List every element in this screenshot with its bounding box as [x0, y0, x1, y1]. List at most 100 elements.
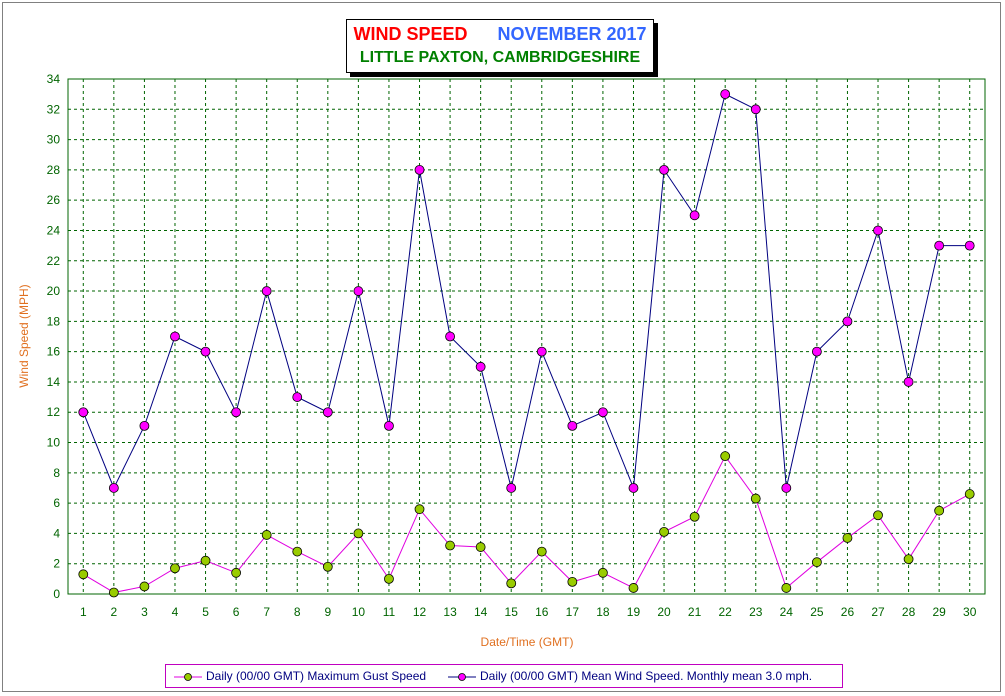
series-1-point [414, 164, 425, 175]
x-tick-label: 5 [202, 605, 209, 619]
series-2-point [414, 504, 425, 515]
x-tick-label: 8 [294, 605, 301, 619]
series-2-point [231, 567, 242, 578]
x-tick-label: 27 [871, 605, 885, 619]
series-1-point [475, 361, 486, 372]
series-1-point [689, 210, 700, 221]
series-1-point [720, 89, 731, 100]
x-tick-label: 7 [263, 605, 270, 619]
x-tick-label: 4 [172, 605, 179, 619]
y-tick-label: 18 [47, 314, 61, 328]
series-layer [78, 89, 975, 598]
series-2-point [475, 542, 486, 552]
series-2-point [108, 587, 119, 598]
series-2-point [445, 540, 455, 551]
x-tick-label: 10 [352, 605, 366, 619]
series-1-point [842, 316, 853, 327]
chart-title-box: WIND SPEED NOVEMBER 2017 LITTLE PAXTON, C… [346, 19, 654, 73]
series-2-point [934, 505, 945, 516]
series-1-point [200, 346, 211, 357]
y-tick-label: 22 [47, 254, 61, 268]
x-tick-label: 28 [902, 605, 916, 619]
series-2-point [384, 573, 394, 584]
series-line-2 [83, 455, 970, 594]
series-1-point [384, 420, 394, 431]
y-tick-label: 24 [47, 223, 61, 237]
grid-layer [67, 78, 986, 595]
x-tick-label: 26 [841, 605, 855, 619]
y-tick-label: 32 [47, 102, 61, 116]
x-tick-label: 22 [719, 605, 733, 619]
series-1-point [261, 286, 272, 296]
series-1-point [78, 407, 89, 418]
y-tick-label: 26 [47, 193, 61, 207]
series-1-point [873, 225, 883, 236]
legend-item-mean: Daily (00/00 GMT) Mean Wind Speed. Month… [448, 669, 812, 683]
y-tick-label: 34 [47, 72, 61, 86]
y-tick-label: 20 [47, 284, 61, 298]
series-2-point [200, 555, 211, 566]
series-1-point [659, 164, 669, 175]
x-tick-label: 9 [324, 605, 331, 619]
series-1-point [628, 483, 639, 493]
x-tick-label: 24 [780, 605, 794, 619]
x-tick-label: 11 [383, 605, 396, 619]
series-2-point [322, 561, 333, 572]
y-axis-label: Wind Speed (MPH) [17, 284, 31, 387]
series-2-point [261, 530, 272, 540]
x-tick-label: 16 [535, 605, 549, 619]
legend-mean-marker [448, 672, 476, 681]
series-1-point [292, 392, 303, 402]
series-1-point [170, 331, 180, 342]
series-2-point [292, 546, 303, 557]
x-tick-label: 23 [749, 605, 763, 619]
series-2-point [964, 489, 975, 499]
y-tick-label: 10 [47, 436, 61, 450]
x-tick-label: 20 [657, 605, 671, 619]
x-tick-label: 15 [505, 605, 519, 619]
y-tick-label: 0 [53, 587, 60, 601]
series-2-point [536, 546, 547, 557]
series-1-point [108, 483, 119, 493]
x-tick-label: 19 [627, 605, 641, 619]
y-tick-label: 4 [53, 526, 60, 540]
series-2-point [781, 583, 792, 593]
chart-subtitle: LITTLE PAXTON, CAMBRIDGESHIRE [359, 49, 641, 66]
series-2-point [720, 451, 731, 462]
x-tick-label: 1 [80, 605, 87, 619]
series-2-point [811, 557, 822, 568]
series-2-point [139, 581, 150, 592]
series-2-point [353, 528, 364, 539]
x-tick-label: 21 [688, 605, 702, 619]
series-2-point [659, 526, 669, 537]
legend: Daily (00/00 GMT) Maximum Gust Speed Dai… [165, 664, 843, 688]
series-1-point [750, 104, 761, 115]
series-1-point [322, 407, 333, 418]
series-1-point [903, 377, 914, 387]
y-tick-label: 12 [47, 405, 61, 419]
series-1-point [139, 420, 150, 431]
x-tick-label: 30 [963, 605, 977, 619]
title-month: NOVEMBER 2017 [497, 24, 647, 44]
series-1-point [781, 483, 792, 493]
y-tick-label: 8 [53, 466, 60, 480]
series-2-point [689, 511, 700, 522]
y-tick-label: 16 [47, 345, 61, 359]
x-tick-label: 14 [474, 605, 488, 619]
legend-item-gust: Daily (00/00 GMT) Maximum Gust Speed [174, 669, 426, 683]
series-2-point [78, 569, 89, 580]
series-line-1 [82, 93, 970, 490]
legend-gust-label: Daily (00/00 GMT) Maximum Gust Speed [206, 669, 427, 683]
series-1-point [598, 407, 608, 418]
y-tick-label: 28 [47, 163, 61, 177]
x-tick-label: 25 [810, 605, 824, 619]
series-2-point [873, 510, 883, 521]
series-2-point [506, 578, 517, 589]
x-tick-label: 18 [596, 605, 610, 619]
y-tick-label: 2 [53, 557, 60, 571]
plot-border [67, 78, 986, 595]
legend-mean-label: Daily (00/00 GMT) Mean Wind Speed. Month… [480, 669, 813, 683]
